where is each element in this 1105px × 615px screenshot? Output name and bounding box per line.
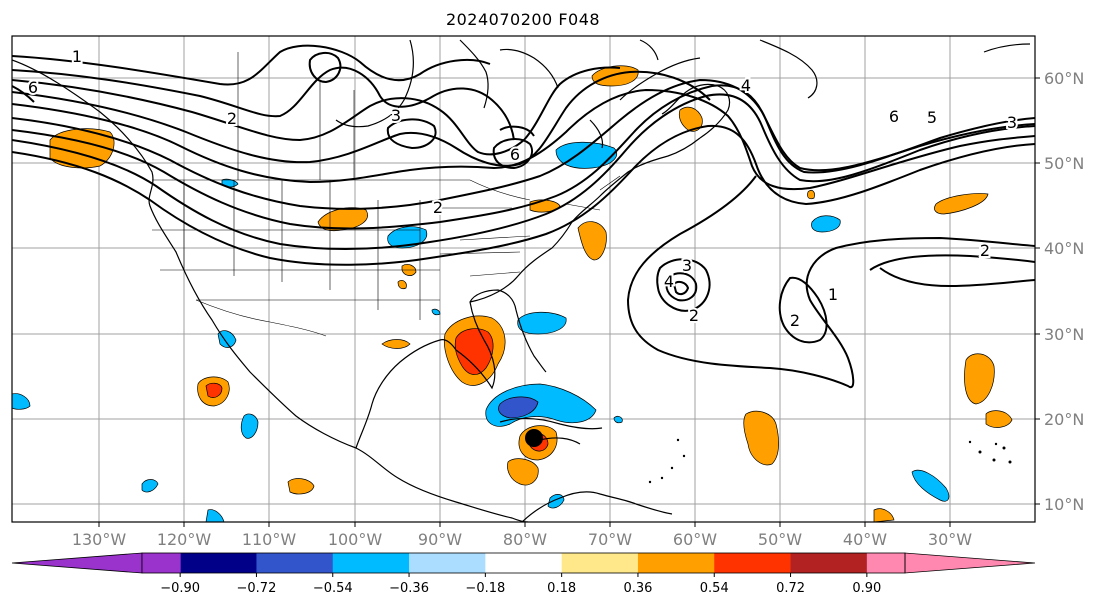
height-contours [12,44,1035,389]
contour-label: 2 [980,241,990,260]
colorbar-cell [256,553,334,573]
colorbar-tick-label: −0.18 [465,581,505,596]
lat-label: 20°N [1044,410,1084,429]
lat-label: 10°N [1044,495,1084,514]
lat-label: 60°N [1044,69,1084,88]
contour-label: 1 [72,47,82,66]
contour-label: 2 [790,311,800,330]
map-title: 2024070200 F048 [445,10,601,29]
contour-label: 3 [1007,113,1017,132]
political-borders [152,52,621,337]
colorbar-cell [637,553,715,573]
lon-label: 100°W [328,530,383,549]
axis-ticks [98,77,1040,527]
latitude-labels: 60°N 50°N 40°N 30°N 20°N 10°N [1044,69,1084,514]
lon-label: 60°W [673,530,717,549]
lon-label: 50°W [758,530,802,549]
colorbar-cell [790,553,868,573]
storm-center-marker [525,429,543,447]
colorbar-cell [409,553,486,573]
colorbar-cell [561,553,639,573]
contour-label: 2 [433,198,443,217]
lat-label: 40°N [1044,239,1084,258]
contour-label: 4 [664,272,674,291]
contour-label: 1 [828,285,838,304]
lon-label: 110°W [242,530,297,549]
contour-label: 6 [510,145,520,164]
colorbar-tick-label: −0.54 [313,581,353,596]
colorbar-tick-label: −0.90 [160,581,200,596]
colorbar-tick-label: 0.54 [700,581,729,596]
contour-label: 6 [889,107,899,126]
lon-label: 30°W [928,530,972,549]
contour-label: 3 [682,256,692,275]
colorbar-tick-label: 0.90 [852,581,881,596]
contour-label: 4 [741,76,751,95]
islands [648,438,1012,484]
contour-label: 3 [391,106,401,125]
lat-label: 50°N [1044,154,1084,173]
colorbar-cell [332,553,410,573]
contour-label: 2 [689,306,699,325]
colorbar-extend-high [904,552,1036,574]
lon-label: 40°W [843,530,887,549]
colorbar-tick-label: 0.18 [547,581,576,596]
colorbar-cell [142,553,181,573]
colorbar-frame [141,552,906,574]
colorbar-tick-label: 0.72 [776,581,805,596]
map-frame [11,35,1036,523]
colorbar: −0.90 −0.72 −0.54 −0.36 −0.18 0.18 0.36 0.54 0.7… [11,552,1036,596]
lon-label: 70°W [588,530,632,549]
colorbar-cell [866,553,905,573]
colorbar-extend-low [11,552,143,574]
lon-label: 130°W [72,530,127,549]
longitude-labels: 130°W 120°W 110°W 100°W 90°W 80°W 70°W 6… [72,530,972,549]
colorbar-cell [180,553,257,573]
colorbar-tick-label: 0.36 [623,581,652,596]
lon-label: 120°W [157,530,212,549]
lon-label: 90°W [418,530,462,549]
colorbar-tick-label: −0.72 [237,581,277,596]
colorbar-cell [714,553,792,573]
contour-label: 2 [227,109,237,128]
contour-label: 5 [927,108,937,127]
lon-label: 80°W [503,530,547,549]
colorbar-cell [485,553,563,573]
lat-label: 30°N [1044,325,1084,344]
contour-label: 6 [28,78,38,97]
colorbar-tick-label: −0.36 [389,581,429,596]
